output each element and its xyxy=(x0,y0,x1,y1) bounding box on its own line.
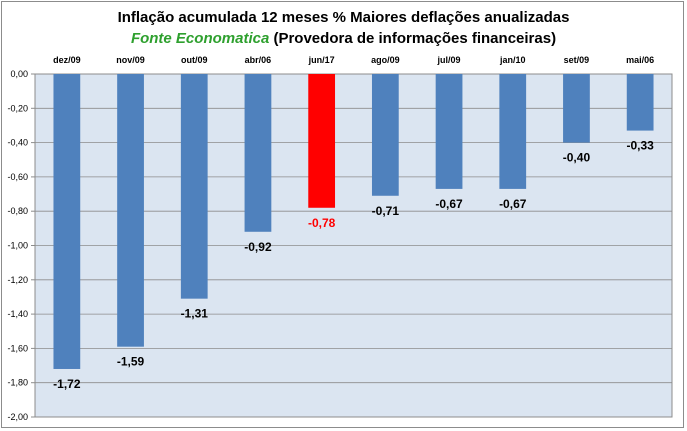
category-label: mai/06 xyxy=(626,55,654,65)
category-label: nov/09 xyxy=(116,55,145,65)
data-label: -0,40 xyxy=(563,151,591,165)
y-tick-label: -1,00 xyxy=(7,241,28,251)
data-label: -0,78 xyxy=(308,216,336,230)
data-label: -1,59 xyxy=(117,355,145,369)
data-label: -0,67 xyxy=(499,197,527,211)
data-label: -0,71 xyxy=(372,204,400,218)
bar xyxy=(117,74,144,347)
bar xyxy=(435,74,463,189)
category-label: jan/10 xyxy=(499,55,526,65)
y-tick-label: -1,60 xyxy=(7,343,28,353)
y-tick-label: -2,00 xyxy=(7,412,28,422)
bar xyxy=(308,74,336,208)
category-label: set/09 xyxy=(564,55,590,65)
data-label: -0,33 xyxy=(626,139,654,153)
y-tick-label: 0,00 xyxy=(10,69,28,79)
category-label: dez/09 xyxy=(53,55,81,65)
data-label: -1,31 xyxy=(181,307,209,321)
bar xyxy=(53,74,81,369)
bar xyxy=(499,74,527,189)
category-label: out/09 xyxy=(181,55,208,65)
y-tick-label: -0,80 xyxy=(7,206,28,216)
y-tick-label: -0,20 xyxy=(7,103,28,113)
y-tick-label: -0,40 xyxy=(7,138,28,148)
data-label: -1,72 xyxy=(53,377,81,391)
bar xyxy=(371,74,399,196)
source-name: Fonte Economatica xyxy=(130,30,270,47)
y-tick-label: -1,80 xyxy=(7,378,28,388)
category-label: jul/09 xyxy=(437,55,461,65)
chart-title: Inflação acumulada 12 meses % Maiores de… xyxy=(117,9,570,26)
chart-subtitle: Fonte Economatica (Provedora de informaç… xyxy=(0,30,687,47)
bar xyxy=(180,74,208,299)
category-label: abr/06 xyxy=(245,55,272,65)
data-label: -0,92 xyxy=(244,240,272,254)
bar xyxy=(244,74,272,232)
y-tick-label: -1,40 xyxy=(7,309,28,319)
y-tick-label: -1,20 xyxy=(7,275,28,285)
category-label: jun/17 xyxy=(308,55,335,65)
source-description: (Provedora de informações financeiras) xyxy=(273,30,557,47)
bar xyxy=(563,74,590,143)
data-label: -0,67 xyxy=(435,197,463,211)
y-tick-label: -0,60 xyxy=(7,172,28,182)
category-label: ago/09 xyxy=(371,55,400,65)
bar xyxy=(626,74,654,131)
